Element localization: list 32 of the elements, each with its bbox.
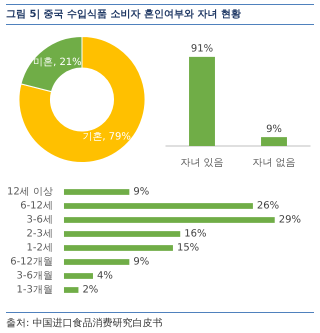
y-tick-label: 3-6개월 [16,270,53,282]
y-tick-label: 6-12개월 [10,256,53,268]
bar [64,245,173,251]
bar [64,231,180,237]
y-tick-label: 6-12세 [20,200,53,212]
y-tick-label: 2-3세 [26,228,53,240]
bar [64,217,275,223]
y-tick-label: 1-3개월 [16,284,53,296]
data-label: 9% [133,256,150,268]
data-label: 91% [190,43,214,54]
data-label: 26% [256,200,280,212]
bar [64,287,78,293]
bar [64,203,253,209]
data-label: 9% [266,124,282,135]
y-tick-label: 12세 이상 [6,186,53,198]
y-tick-label: 3-6세 [26,214,53,226]
data-label: 29% [278,214,301,226]
chart-title: 그림 5| 중국 수입식품 소비자 혼인여부와 자녀 현황 [6,8,241,21]
x-tick-label: 자녀 있음 [180,158,224,169]
y-tick-label: 1-2세 [26,242,53,254]
bar [64,189,130,195]
slice-label: 기혼, 79% [82,131,131,142]
slice-label: 미혼, 21% [33,56,82,68]
bar [64,273,93,279]
data-label: 16% [184,228,206,240]
x-tick-label: 자녀 없음 [252,158,296,169]
bar [64,259,130,265]
data-label: 9% [133,186,150,198]
data-label: 4% [96,270,113,282]
data-label: 15% [176,242,200,254]
source-note: 출처: 中国进口食品消费研究白皮书 [6,316,163,330]
data-label: 2% [82,284,98,296]
